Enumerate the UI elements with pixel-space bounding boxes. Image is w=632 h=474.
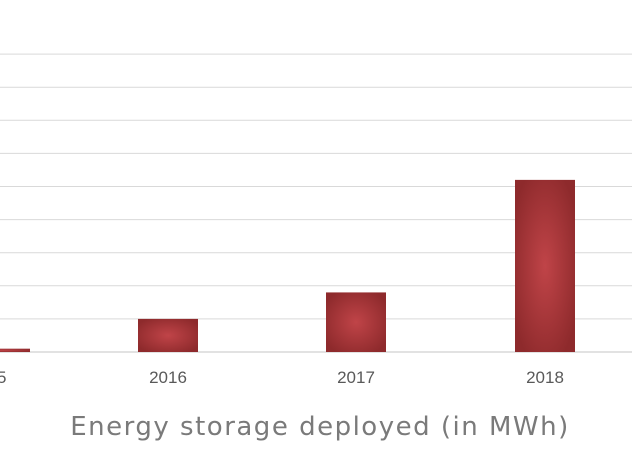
x-tick-label-2016: 2016 [149,368,187,387]
x-axis-labels: 5 2016 2017 2018 [0,368,564,387]
bar-2018 [515,179,575,352]
x-tick-label-2015: 5 [0,368,6,387]
x-tick-label-2017: 2017 [337,368,375,387]
bar-2015 [0,348,30,352]
bar-2016 [138,318,198,352]
x-tick-label-2018: 2018 [526,368,564,387]
chart-title: Energy storage deployed (in MWh) [70,412,569,442]
bars [0,179,575,352]
bar-2017 [326,292,386,352]
